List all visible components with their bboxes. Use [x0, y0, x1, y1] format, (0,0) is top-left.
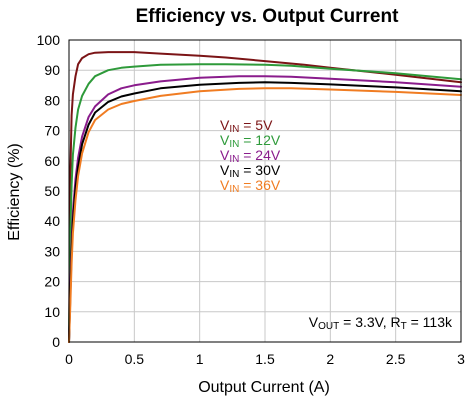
x-tick-label: 2.5: [386, 351, 406, 367]
legend-entry: VIN = 12V: [220, 132, 281, 150]
x-tick-label: 1: [196, 351, 204, 367]
y-tick-label: 0: [52, 334, 60, 350]
y-tick-label: 60: [44, 153, 60, 169]
series-line-4: [68, 87, 462, 343]
series-line-1: [68, 63, 462, 343]
legend-entry: VIN = 24V: [220, 147, 281, 165]
x-tick-label: 0: [65, 351, 73, 367]
x-tick-label: 2: [326, 351, 334, 367]
y-tick-label: 100: [37, 32, 61, 48]
data-series: [68, 51, 462, 343]
plot-frame: [68, 39, 462, 343]
x-axis-ticks: 0 0.5 1 1.5 2 2.5 3: [65, 351, 465, 367]
legend-entry: VIN = 5V: [220, 117, 273, 135]
conditions-annotation: VOUT = 3.3V, RT = 113k: [309, 314, 453, 332]
legend-entry: VIN = 36V: [220, 177, 281, 195]
chart-title: Efficiency vs. Output Current: [136, 6, 400, 27]
y-tick-label: 70: [44, 123, 60, 139]
y-axis-label: Efficiency (%): [6, 143, 23, 241]
y-axis-ticks: 0 10 20 30 40 50 60 70 80 90 100: [37, 32, 61, 350]
x-tick-label: 1.5: [255, 351, 275, 367]
y-tick-label: 20: [44, 274, 60, 290]
y-tick-label: 50: [44, 183, 60, 199]
y-tick-label: 90: [44, 62, 60, 78]
y-tick-label: 30: [44, 243, 60, 259]
y-tick-label: 80: [44, 92, 60, 108]
legend-entry: VIN = 30V: [220, 162, 281, 180]
y-tick-label: 40: [44, 213, 60, 229]
y-tick-label: 10: [44, 304, 60, 320]
series-line-0: [68, 51, 462, 343]
x-tick-label: 3: [457, 351, 465, 367]
x-axis-label: Output Current (A): [198, 379, 330, 396]
x-tick-label: 0.5: [125, 351, 145, 367]
